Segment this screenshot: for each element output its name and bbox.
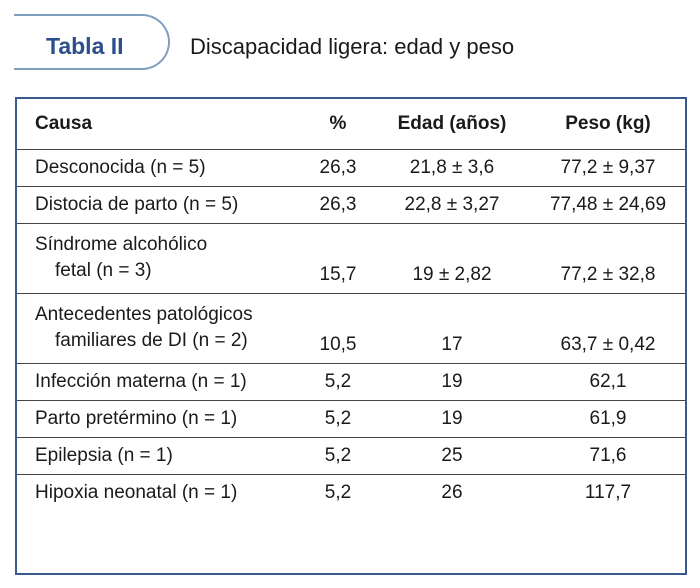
cell-age: 26 <box>373 474 531 511</box>
cell-age: 19 ± 2,82 <box>373 223 531 294</box>
column-header-age: Edad (años) <box>373 99 531 150</box>
cell-percent: 26,3 <box>319 157 357 178</box>
cell-weight: 77,48 ± 24,69 <box>531 186 685 224</box>
cell-percent: 5,2 <box>303 474 373 511</box>
cell-weight: 71,6 <box>531 437 685 475</box>
cell-age: 22,8 ± 3,27 <box>373 186 531 224</box>
cell-percent: 26,3 <box>303 186 373 224</box>
table-number-tab: Tabla II <box>14 14 170 70</box>
cell-weight: 62,1 <box>531 363 685 401</box>
cell-percent: 10,5 <box>303 293 373 364</box>
table-header-row: Causa % Edad (años) Peso (kg) <box>17 99 685 150</box>
cell-age: 25 <box>373 437 531 475</box>
column-header-weight: Peso (kg) <box>531 99 685 150</box>
table-header: Tabla II Discapacidad ligera: edad y pes… <box>14 14 694 72</box>
cell-percent: 5,2 <box>303 400 373 438</box>
cell-age: 17 <box>373 293 531 364</box>
cell-cause: Infección materna (n = 1) <box>17 363 303 401</box>
column-header-percent: % <box>303 99 373 150</box>
table-row: Epilepsia (n = 1) 5,2 25 71,6 <box>17 437 685 475</box>
table-row: Hipoxia neonatal (n = 1) 5,2 26 117,7 <box>17 474 685 511</box>
cell-weight: 61,9 <box>531 400 685 438</box>
cell-percent: 5,2 <box>303 363 373 401</box>
cell-percent: 5,2 <box>303 437 373 475</box>
table-row: Infección materna (n = 1) 5,2 19 62,1 <box>17 363 685 401</box>
cell-weight: 77,2 ± 32,8 <box>531 223 685 294</box>
data-table-frame: Causa % Edad (años) Peso (kg) Desconocid… <box>15 97 687 575</box>
cell-cause-line-1: Antecedentes patológicos <box>35 303 253 325</box>
cell-weight: 77,2 ± 9,37 <box>560 157 656 178</box>
cell-age: 21,8 ± 3,6 <box>409 157 495 178</box>
table-number-label: Tabla II <box>46 33 124 59</box>
table-row: Síndrome alcohólico fetal (n = 3) 15,7 1… <box>17 223 685 294</box>
cell-cause: Desconocida (n = 5) <box>35 157 206 178</box>
table-row: Distocia de parto (n = 5) 26,3 22,8 ± 3,… <box>17 186 685 224</box>
column-header-cause: Causa <box>17 99 303 150</box>
cell-cause: Síndrome alcohólico fetal (n = 3) <box>17 223 303 294</box>
cell-cause: Antecedentes patológicos familiares de D… <box>17 293 303 364</box>
table-title: Discapacidad ligera: edad y peso <box>190 34 515 59</box>
cell-cause: Epilepsia (n = 1) <box>17 437 303 475</box>
table-row: Antecedentes patológicos familiares de D… <box>17 293 685 364</box>
data-table: Causa % Edad (años) Peso (kg) Desconocid… <box>17 99 685 511</box>
cell-cause: Parto pretérmino (n = 1) <box>17 400 303 438</box>
cell-cause-line-1: Síndrome alcohólico <box>35 233 208 255</box>
cell-age: 19 <box>373 363 531 401</box>
cell-cause: Distocia de parto (n = 5) <box>17 186 303 224</box>
cell-weight: 117,7 <box>531 474 685 511</box>
cell-percent: 15,7 <box>303 223 373 294</box>
cell-cause-line-2: fetal (n = 3) <box>55 259 152 281</box>
table-row: Desconocida (n = 5) 26,3 21,8 ± 3,6 77,2… <box>17 150 685 187</box>
cell-weight: 63,7 ± 0,42 <box>531 293 685 364</box>
cell-age: 19 <box>373 400 531 438</box>
cell-cause-line-2: familiares de DI (n = 2) <box>55 329 248 351</box>
cell-cause: Hipoxia neonatal (n = 1) <box>17 474 303 511</box>
table-row: Parto pretérmino (n = 1) 5,2 19 61,9 <box>17 400 685 438</box>
